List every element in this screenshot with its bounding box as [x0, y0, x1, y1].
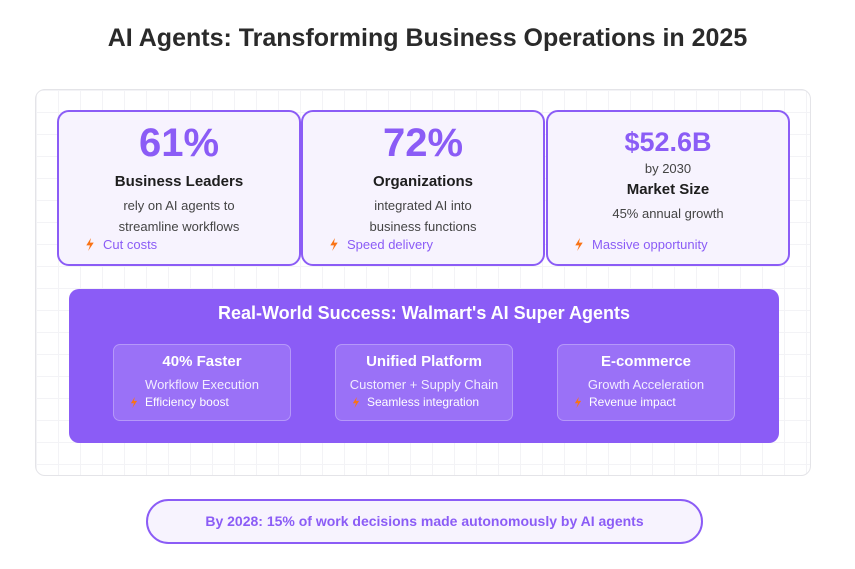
stat-description: rely on AI agents to streamline workflow…	[59, 195, 299, 237]
stat-tag-label: Speed delivery	[347, 237, 433, 252]
stat-card-business-leaders: 61% Business Leaders rely on AI agents t…	[57, 110, 301, 266]
lightning-bolt-icon	[352, 396, 360, 408]
stat-label: Market Size	[626, 181, 710, 198]
card-title: Unified Platform	[366, 353, 482, 370]
stat-description-line: integrated AI into	[374, 198, 472, 213]
success-card-ecommerce: E-commerce Growth Acceleration Revenue i…	[557, 344, 735, 421]
lightning-bolt-icon	[130, 396, 138, 408]
stat-description: 45% annual growth	[548, 203, 788, 224]
success-card-unified-platform: Unified Platform Customer + Supply Chain…	[335, 344, 513, 421]
stat-subvalue: by 2030	[644, 161, 692, 176]
success-card-faster: 40% Faster Workflow Execution Efficiency…	[113, 344, 291, 421]
stat-tag-label: Cut costs	[103, 237, 158, 252]
card-tag: Revenue impact	[558, 395, 734, 409]
stat-tag: Speed delivery	[329, 237, 433, 252]
stat-description-line: rely on AI agents to	[123, 198, 235, 213]
card-description: Customer + Supply Chain	[349, 377, 499, 392]
card-description: Growth Acceleration	[587, 377, 705, 392]
card-tag: Efficiency boost	[114, 395, 290, 409]
card-tag-label: Efficiency boost	[145, 395, 229, 409]
walmart-success-section: Real-World Success: Walmart's AI Super A…	[69, 289, 779, 443]
lightning-bolt-icon	[575, 238, 583, 251]
stat-description: integrated AI into business functions	[303, 195, 543, 237]
stat-label: Business Leaders	[114, 173, 244, 190]
card-title: E-commerce	[600, 353, 692, 370]
stat-tag: Cut costs	[85, 237, 157, 252]
stat-value: 61%	[138, 121, 220, 165]
stat-tag: Massive opportunity	[574, 237, 708, 252]
lightning-bolt-icon	[86, 238, 94, 251]
stat-label: Organizations	[372, 173, 473, 190]
stat-value: $52.6B	[624, 127, 712, 157]
card-tag-label: Revenue impact	[589, 395, 676, 409]
stat-tag-label: Massive opportunity	[592, 237, 708, 252]
stat-card-organizations: 72% Organizations integrated AI into bus…	[301, 110, 545, 266]
stat-description-line: business functions	[369, 219, 477, 234]
section-title: Real-World Success: Walmart's AI Super A…	[217, 303, 631, 323]
stat-value: 72%	[382, 121, 464, 165]
card-description: Workflow Execution	[145, 377, 259, 392]
page-title: AI Agents: Transforming Business Operati…	[107, 24, 748, 52]
stat-card-market-size: $52.6B by 2030 Market Size 45% annual gr…	[546, 110, 790, 266]
card-title: 40% Faster	[162, 353, 242, 370]
stat-description-line: streamline workflows	[118, 219, 240, 234]
stat-description-line: 45% annual growth	[612, 206, 724, 221]
lightning-bolt-icon	[330, 238, 338, 251]
card-tag: Seamless integration	[336, 395, 512, 409]
footer-callout: By 2028: 15% of work decisions made auto…	[146, 499, 703, 544]
card-tag-label: Seamless integration	[367, 395, 480, 409]
lightning-bolt-icon	[574, 396, 582, 408]
